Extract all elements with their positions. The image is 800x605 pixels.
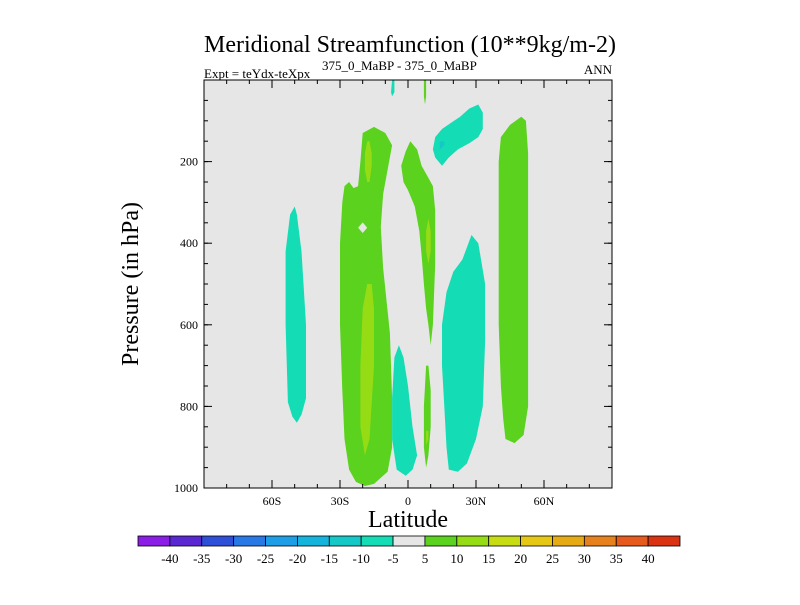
colorbar-swatch — [520, 535, 553, 547]
colorbar-swatch — [583, 535, 617, 547]
colorbar-label: 20 — [514, 551, 527, 566]
colorbar-swatch — [137, 535, 171, 547]
equatorial-upper-positive — [401, 141, 436, 346]
nh-upper-negative — [432, 104, 483, 166]
y-tick-label: 400 — [180, 236, 198, 250]
colorbar-swatch — [615, 535, 649, 547]
colorbar-label: -40 — [161, 551, 178, 566]
colorbar-swatch — [488, 535, 521, 547]
y-tick-label: 800 — [180, 399, 198, 413]
colorbar-label: -15 — [321, 551, 338, 566]
colorbar-swatch — [647, 535, 681, 547]
subtitle-left: Expt = teYdx-teXpx — [204, 66, 311, 81]
colorbar-label: -20 — [289, 551, 306, 566]
sh-negative-cell — [285, 206, 306, 423]
colorbar-swatch — [297, 535, 330, 547]
equatorial-top-negative — [391, 80, 395, 97]
x-tick-label: 30S — [331, 494, 350, 508]
y-tick-label: 200 — [180, 155, 198, 169]
sh-inner-positive-lower — [360, 284, 374, 456]
sh-gap-hole — [358, 222, 368, 233]
colorbar-swatch — [456, 535, 490, 547]
y-axis-label: Pressure (in hPa) — [118, 202, 144, 366]
equatorial-inner-positive — [426, 218, 431, 264]
equatorial-inner-positive-low — [426, 430, 429, 446]
chart-title: Meridional Streamfunction (10**9kg/m-2) — [204, 32, 616, 58]
x-axis-label: Latitude — [368, 507, 448, 533]
colorbar-label: 25 — [546, 551, 559, 566]
x-tick-label: 60N — [534, 494, 555, 508]
colorbar-label: 35 — [610, 551, 623, 566]
contour-regions — [285, 80, 529, 487]
sh-inner-positive-upper — [364, 141, 372, 182]
colorbar-swatch — [392, 535, 426, 547]
colorbar-swatch — [424, 535, 458, 547]
colorbar-swatch — [233, 535, 266, 547]
y-tick-label: 1000 — [174, 481, 198, 495]
equatorial-lower-negative — [392, 345, 418, 476]
nh-lower-negative — [442, 235, 486, 472]
plot-area — [203, 79, 613, 489]
colorbar-swatch — [360, 535, 394, 547]
colorbar-label: 10 — [450, 551, 463, 566]
equatorial-top-positive — [423, 80, 427, 105]
x-tick-label: 60S — [263, 494, 282, 508]
colorbar-swatch — [328, 535, 362, 547]
colorbar-label: 5 — [422, 551, 429, 566]
y-tick-label: 600 — [180, 318, 198, 332]
nh-upper-negative-core — [439, 141, 445, 150]
colorbar-label: -35 — [193, 551, 210, 566]
subtitle-super: 375_0_MaBP - 375_0_MaBP — [322, 58, 477, 73]
subtitle-right: ANN — [584, 62, 613, 77]
y-axis-ticks: 200 400 600 800 1000 — [174, 99, 612, 495]
colorbar-swatch — [201, 535, 235, 547]
colorbar-label: -25 — [257, 551, 274, 566]
x-tick-label: 30N — [466, 494, 487, 508]
colorbar-swatch — [265, 535, 298, 547]
colorbar-label: -30 — [225, 551, 242, 566]
nh-positive-cell — [498, 116, 529, 444]
x-tick-label: 0 — [405, 494, 411, 508]
colorbar-swatch — [169, 535, 203, 547]
colorbar-label: -5 — [388, 551, 399, 566]
colorbar-swatch — [552, 535, 585, 547]
x-axis-ticks: 60S 30S 0 30N 60N — [226, 80, 590, 508]
colorbar-label: -10 — [353, 551, 370, 566]
colorbar-label: 15 — [482, 551, 495, 566]
colorbar-label: 30 — [578, 551, 591, 566]
colorbar-label: 40 — [642, 551, 655, 566]
colorbar: -40 -35 -30 -25 -20 -15 -10 -5 5 10 15 20 25 30 35 40 — [137, 535, 681, 566]
equatorial-lower-positive — [423, 365, 431, 468]
